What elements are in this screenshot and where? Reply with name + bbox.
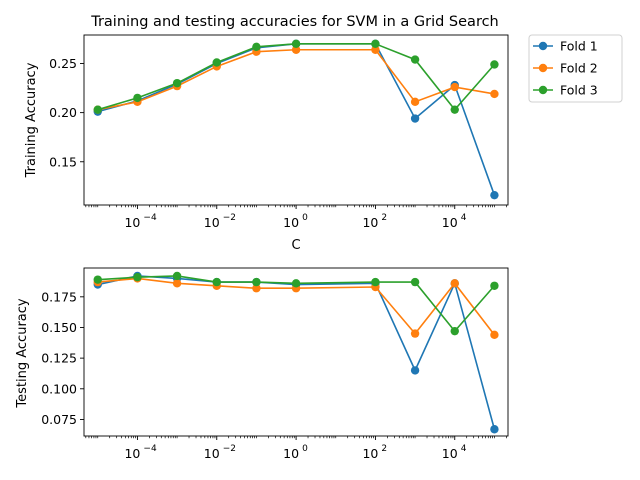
test-ytick-label: 0.075 xyxy=(41,412,77,427)
test-point-fold3-4 xyxy=(252,277,261,287)
test-xtick-label: 10 xyxy=(362,446,378,461)
train-point-fold2-6 xyxy=(371,45,380,54)
legend-marker-fold3 xyxy=(538,85,548,95)
train-xtick-exponent: 0 xyxy=(302,213,308,223)
test-xtick-exponent: −4 xyxy=(143,444,157,454)
legend-marker-fold1 xyxy=(538,41,548,51)
test-point-fold3-9 xyxy=(490,281,499,290)
train-point-fold3-4 xyxy=(252,42,261,51)
test-point-fold3-7 xyxy=(410,277,420,287)
train-ytick-label: 0.15 xyxy=(49,154,77,169)
train-xtick-exponent: −4 xyxy=(143,213,157,223)
test-ytick-label: 0.150 xyxy=(41,320,77,335)
y-axis-label-training: Training Accuracy xyxy=(24,62,39,178)
y-axis-label-testing: Testing Accuracy xyxy=(15,298,30,408)
train-xtick-label: 10 xyxy=(362,215,378,230)
test-point-fold1-7 xyxy=(410,366,420,375)
train-xtick-label: 10 xyxy=(283,215,299,230)
legend: Fold 1 Fold 2 Fold 3 xyxy=(528,34,623,103)
train-frame xyxy=(83,34,509,206)
test-point-fold2-7 xyxy=(410,329,420,338)
test-point-fold3-0 xyxy=(93,275,102,284)
train-xtick-exponent: −2 xyxy=(223,213,236,223)
train-xtick-label: 10 xyxy=(204,215,220,230)
train-point-fold2-5 xyxy=(291,45,301,54)
train-point-fold3-0 xyxy=(93,105,102,114)
test-xtick-label: 10 xyxy=(204,446,220,461)
train-series-line-2 xyxy=(97,48,495,111)
test-xtick-label: 10 xyxy=(442,446,458,461)
train-xtick-exponent: 2 xyxy=(381,213,387,223)
legend-label-fold3: Fold 3 xyxy=(560,83,598,98)
legend-marker-fold2 xyxy=(538,63,548,73)
test-series-line-2 xyxy=(97,277,496,336)
test-point-fold1-9 xyxy=(490,425,499,434)
train-point-fold3-6 xyxy=(371,39,380,49)
test-point-fold3-6 xyxy=(371,277,380,287)
test-series-line-1 xyxy=(97,275,496,430)
train-point-fold2-9 xyxy=(490,89,499,99)
test-point-fold2-2 xyxy=(172,279,182,288)
test-xtick-label: 10 xyxy=(283,446,299,461)
test-point-fold3-5 xyxy=(291,279,301,288)
train-xtick-label: 10 xyxy=(124,215,140,230)
train-point-fold1-7 xyxy=(410,114,420,123)
test-series-line-3 xyxy=(97,275,496,333)
train-point-fold3-2 xyxy=(172,78,182,88)
test-ytick-label: 0.100 xyxy=(41,381,77,396)
train-point-fold2-7 xyxy=(410,97,420,107)
train-xtick-label: 10 xyxy=(442,215,458,230)
legend-label-fold1: Fold 1 xyxy=(560,39,598,54)
train-point-fold3-9 xyxy=(490,60,499,69)
test-point-fold3-8 xyxy=(450,326,459,336)
test-ytick-label: 0.175 xyxy=(41,289,77,304)
train-xtick-exponent: 4 xyxy=(461,213,467,223)
test-point-fold2-4 xyxy=(252,284,261,293)
test-xtick-label: 10 xyxy=(124,446,140,461)
train-point-fold3-8 xyxy=(450,105,459,114)
test-point-fold3-3 xyxy=(212,277,221,287)
train-point-fold3-5 xyxy=(291,39,301,49)
train-point-fold3-3 xyxy=(212,58,221,67)
train-point-fold3-7 xyxy=(410,55,420,64)
test-xtick-exponent: 4 xyxy=(461,444,467,454)
test-point-fold3-2 xyxy=(172,271,182,281)
test-xtick-exponent: −2 xyxy=(223,444,236,454)
x-axis-label: C xyxy=(291,238,300,253)
test-point-fold2-9 xyxy=(490,330,499,340)
train-series-line-3 xyxy=(97,43,496,111)
chart-title: Training and testing accuracies for SVM … xyxy=(90,14,499,30)
test-xtick-exponent: 2 xyxy=(381,444,387,454)
train-ytick-label: 0.20 xyxy=(49,105,77,120)
test-frame xyxy=(83,267,509,437)
train-point-fold1-9 xyxy=(490,190,499,200)
train-series-line-1 xyxy=(97,43,496,196)
test-point-fold3-1 xyxy=(133,273,142,282)
train-point-fold3-1 xyxy=(133,93,142,103)
test-point-fold2-8 xyxy=(450,279,459,288)
legend-label-fold2: Fold 2 xyxy=(560,61,598,76)
test-xtick-exponent: 0 xyxy=(302,444,308,454)
train-point-fold2-8 xyxy=(450,82,459,92)
test-ytick-label: 0.125 xyxy=(41,351,77,366)
train-ytick-label: 0.25 xyxy=(49,56,77,71)
legend-frame xyxy=(528,34,623,103)
